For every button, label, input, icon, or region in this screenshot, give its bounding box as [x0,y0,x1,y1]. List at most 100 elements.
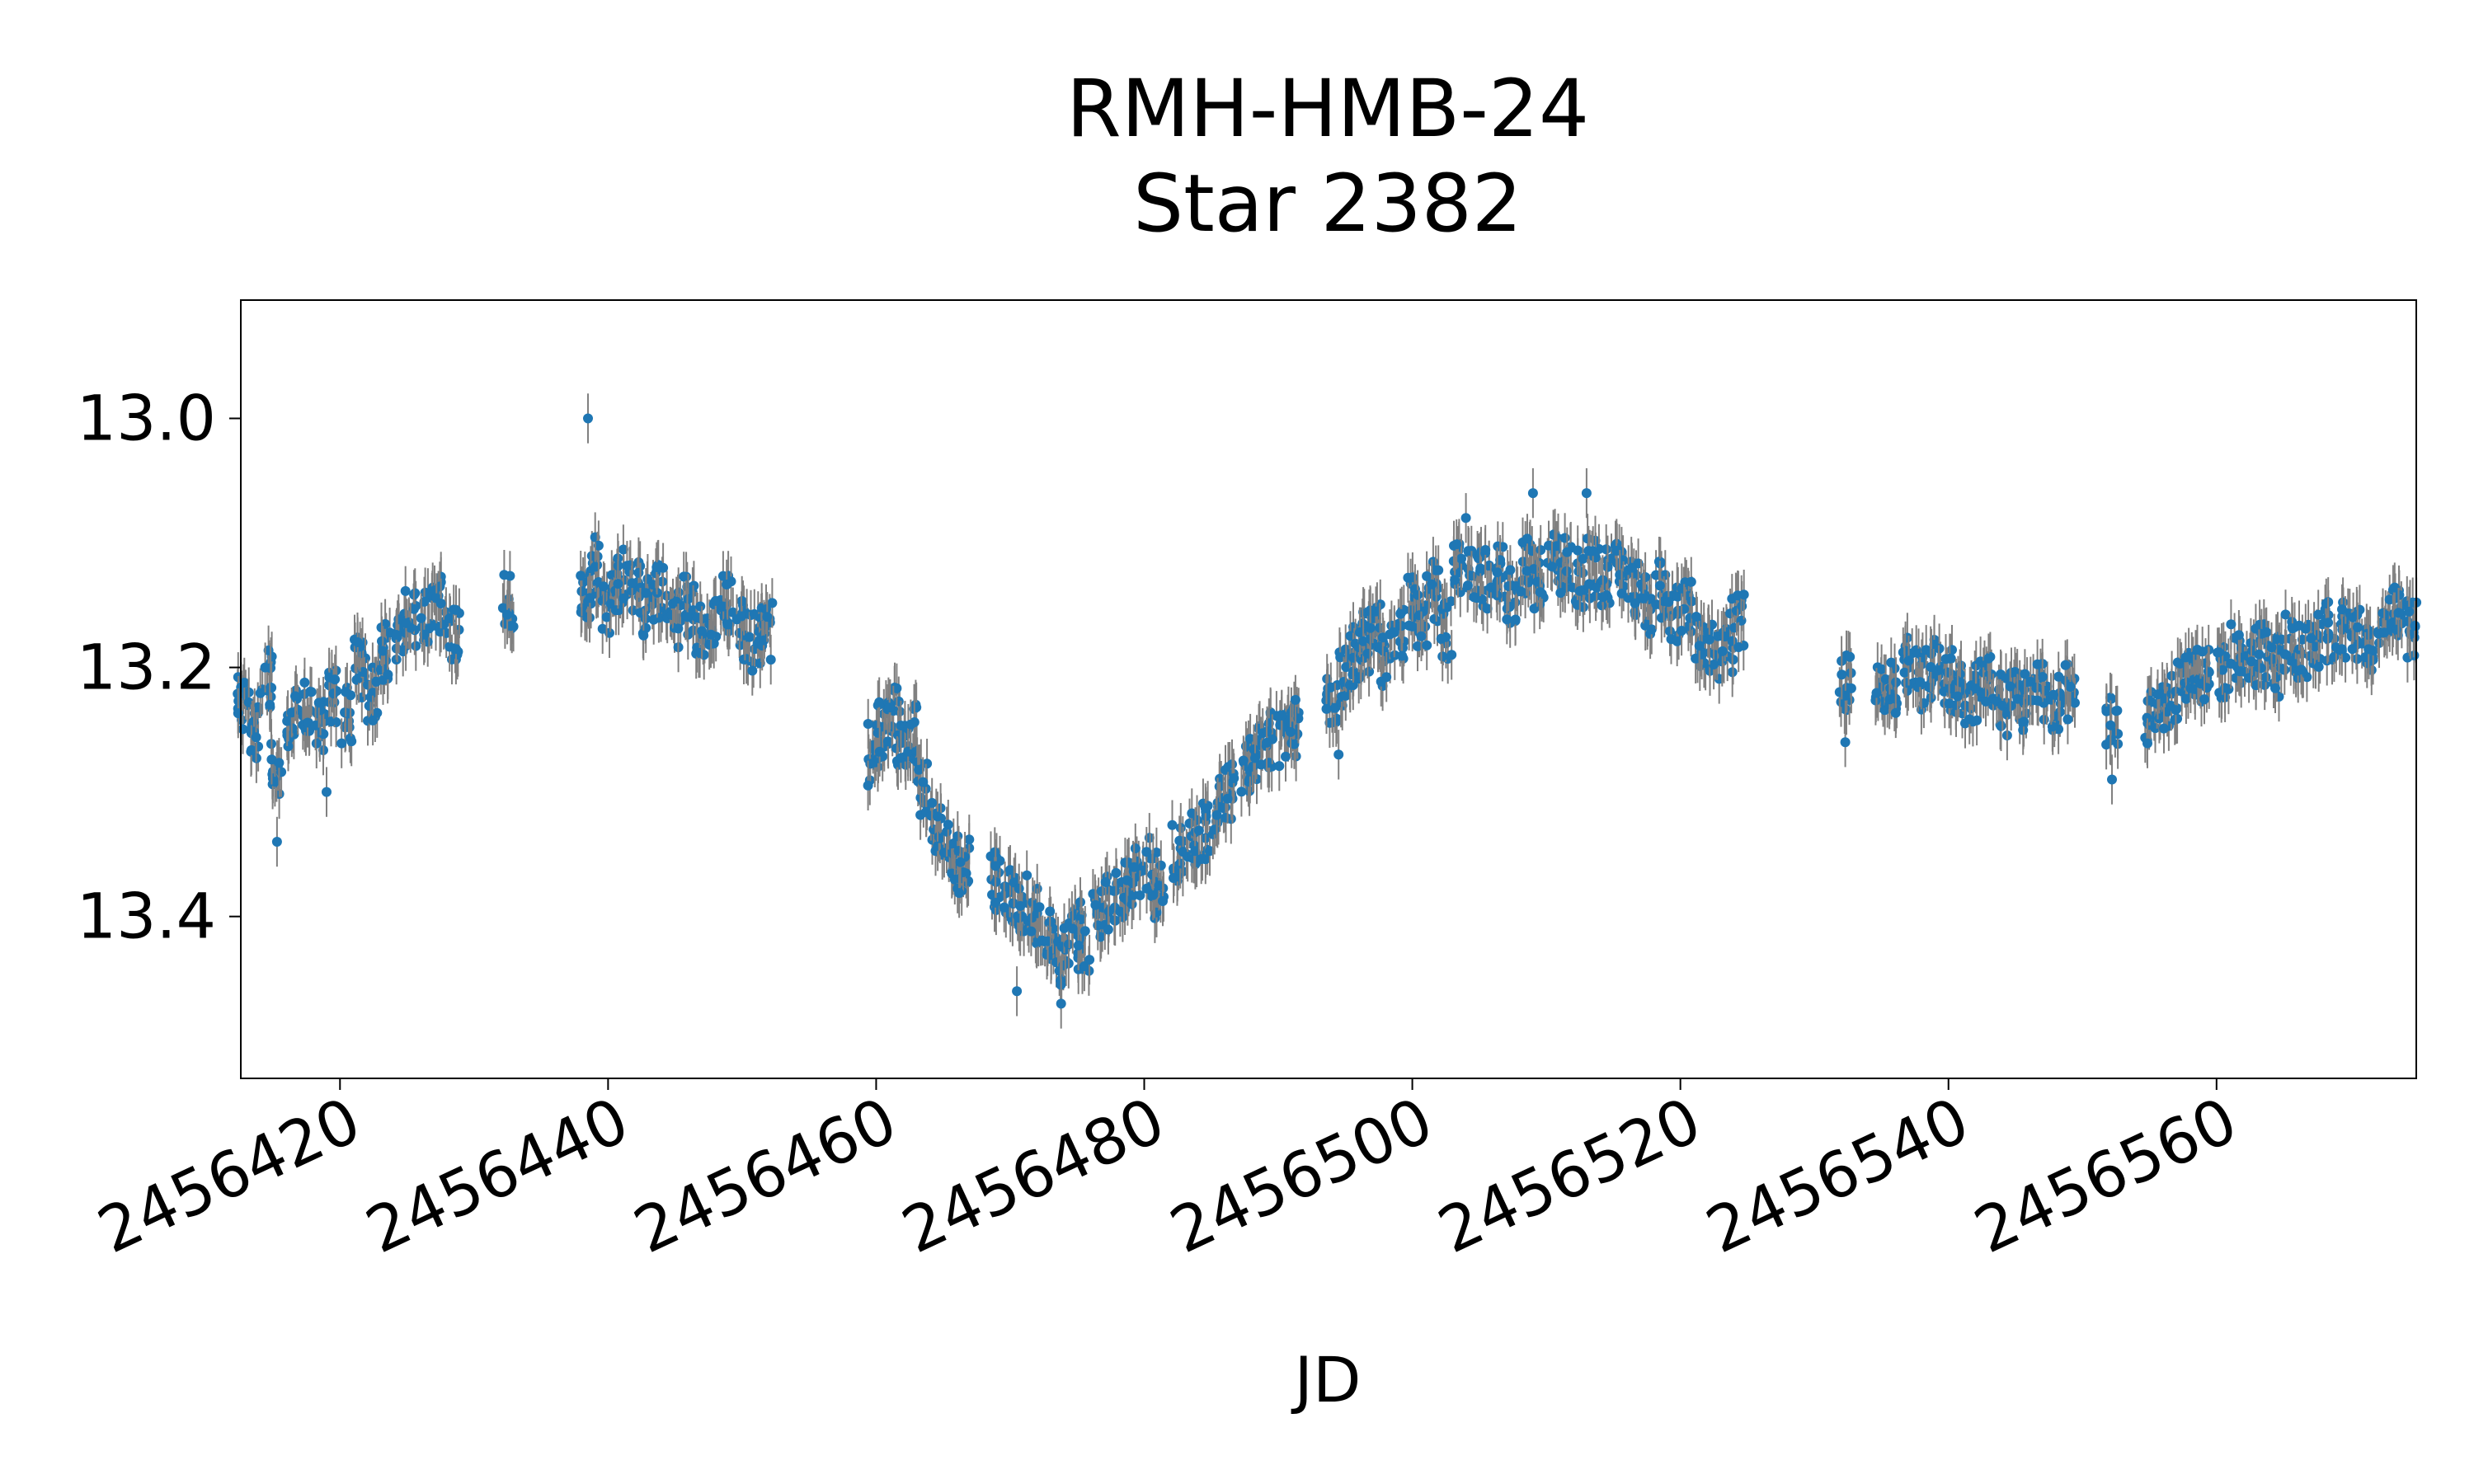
data-point [341,687,351,697]
data-point [1926,662,1936,672]
data-point [1450,575,1460,585]
data-point [372,707,383,718]
data-point [1141,883,1152,894]
data-point [1870,695,1881,706]
data-point [2255,663,2266,674]
data-point [651,562,662,572]
data-point [2310,641,2320,652]
data-point [1376,676,1386,687]
data-point [451,644,461,655]
data-point [1890,707,1901,718]
data-point [499,570,510,580]
data-point [1584,579,1594,589]
data-point [1686,576,1696,587]
data-point [1079,926,1090,937]
data-point [283,741,294,752]
data-point [722,580,732,589]
data-point [1837,669,1847,680]
data-point [1184,818,1195,829]
data-point [1169,873,1178,883]
data-point [1413,589,1423,600]
data-point [1574,585,1585,596]
data-point [1084,955,1095,965]
data-point [1535,587,1545,598]
data-point [1289,739,1300,749]
data-point [1263,758,1273,768]
data-point [601,612,612,622]
data-point [765,655,776,665]
data-point [1964,714,1975,725]
data-point [872,727,883,738]
data-point [1100,877,1111,887]
data-point [1492,567,1503,578]
data-point [310,720,321,730]
data-point [1947,645,1957,655]
chart-title-line-1: RMH-HMB-24 [1066,63,1589,155]
data-point [2223,683,2234,694]
data-point [290,691,300,702]
data-point [2410,620,2420,631]
data-point [1115,906,1126,917]
data-point [1209,824,1220,835]
data-point [246,744,256,755]
data-point [673,623,684,634]
data-point [2233,630,2244,641]
plot-frame [240,299,2417,1079]
data-point [506,621,516,632]
data-point [2060,660,2071,670]
data-point [1321,703,1332,714]
data-point [1436,633,1446,644]
data-point [1135,890,1145,900]
data-point [1277,710,1287,721]
data-point [1952,691,1963,702]
data-point [2337,604,2347,615]
data-point [576,571,586,581]
y-tick-label: 13.0 [77,381,216,454]
data-point [1167,819,1178,830]
data-point [2204,667,2214,678]
data-point-outlier [2107,774,2117,785]
data-point [1547,561,1557,572]
data-point [1340,690,1351,701]
data-point [1665,626,1675,636]
data-point [1611,546,1622,556]
data-point [444,613,455,623]
data-point [874,746,885,757]
data-point [1480,545,1491,555]
data-point [2378,608,2388,618]
data-point [378,646,388,656]
data-point [633,567,644,578]
data-point [1075,914,1086,925]
data-point [1096,886,1107,897]
data-point [641,588,651,599]
data-point [1880,674,1891,684]
data-point [1954,677,1965,688]
data-point [1456,553,1466,564]
data-point [2323,618,2334,628]
data-point [251,732,261,743]
data-point [948,838,959,848]
data-point [1926,693,1936,703]
data-point [2171,705,2181,716]
data-point [2363,644,2374,655]
data-point [1427,579,1437,589]
data-point-outlier [583,413,593,424]
data-point [1200,803,1211,814]
data-point [893,696,904,707]
data-point [999,902,1009,913]
data-point [368,688,379,698]
data-point [330,674,341,685]
data-point [1886,657,1897,668]
data-point [1229,773,1239,783]
data-point [761,604,771,614]
data-point [1022,870,1032,881]
data-point [891,683,902,693]
data-point [1407,572,1418,583]
data-point [2266,642,2277,653]
data-point [882,736,893,747]
data-point [759,635,769,646]
data-point [1996,721,2006,731]
data-point [1522,533,1532,544]
data-point [2296,665,2307,675]
